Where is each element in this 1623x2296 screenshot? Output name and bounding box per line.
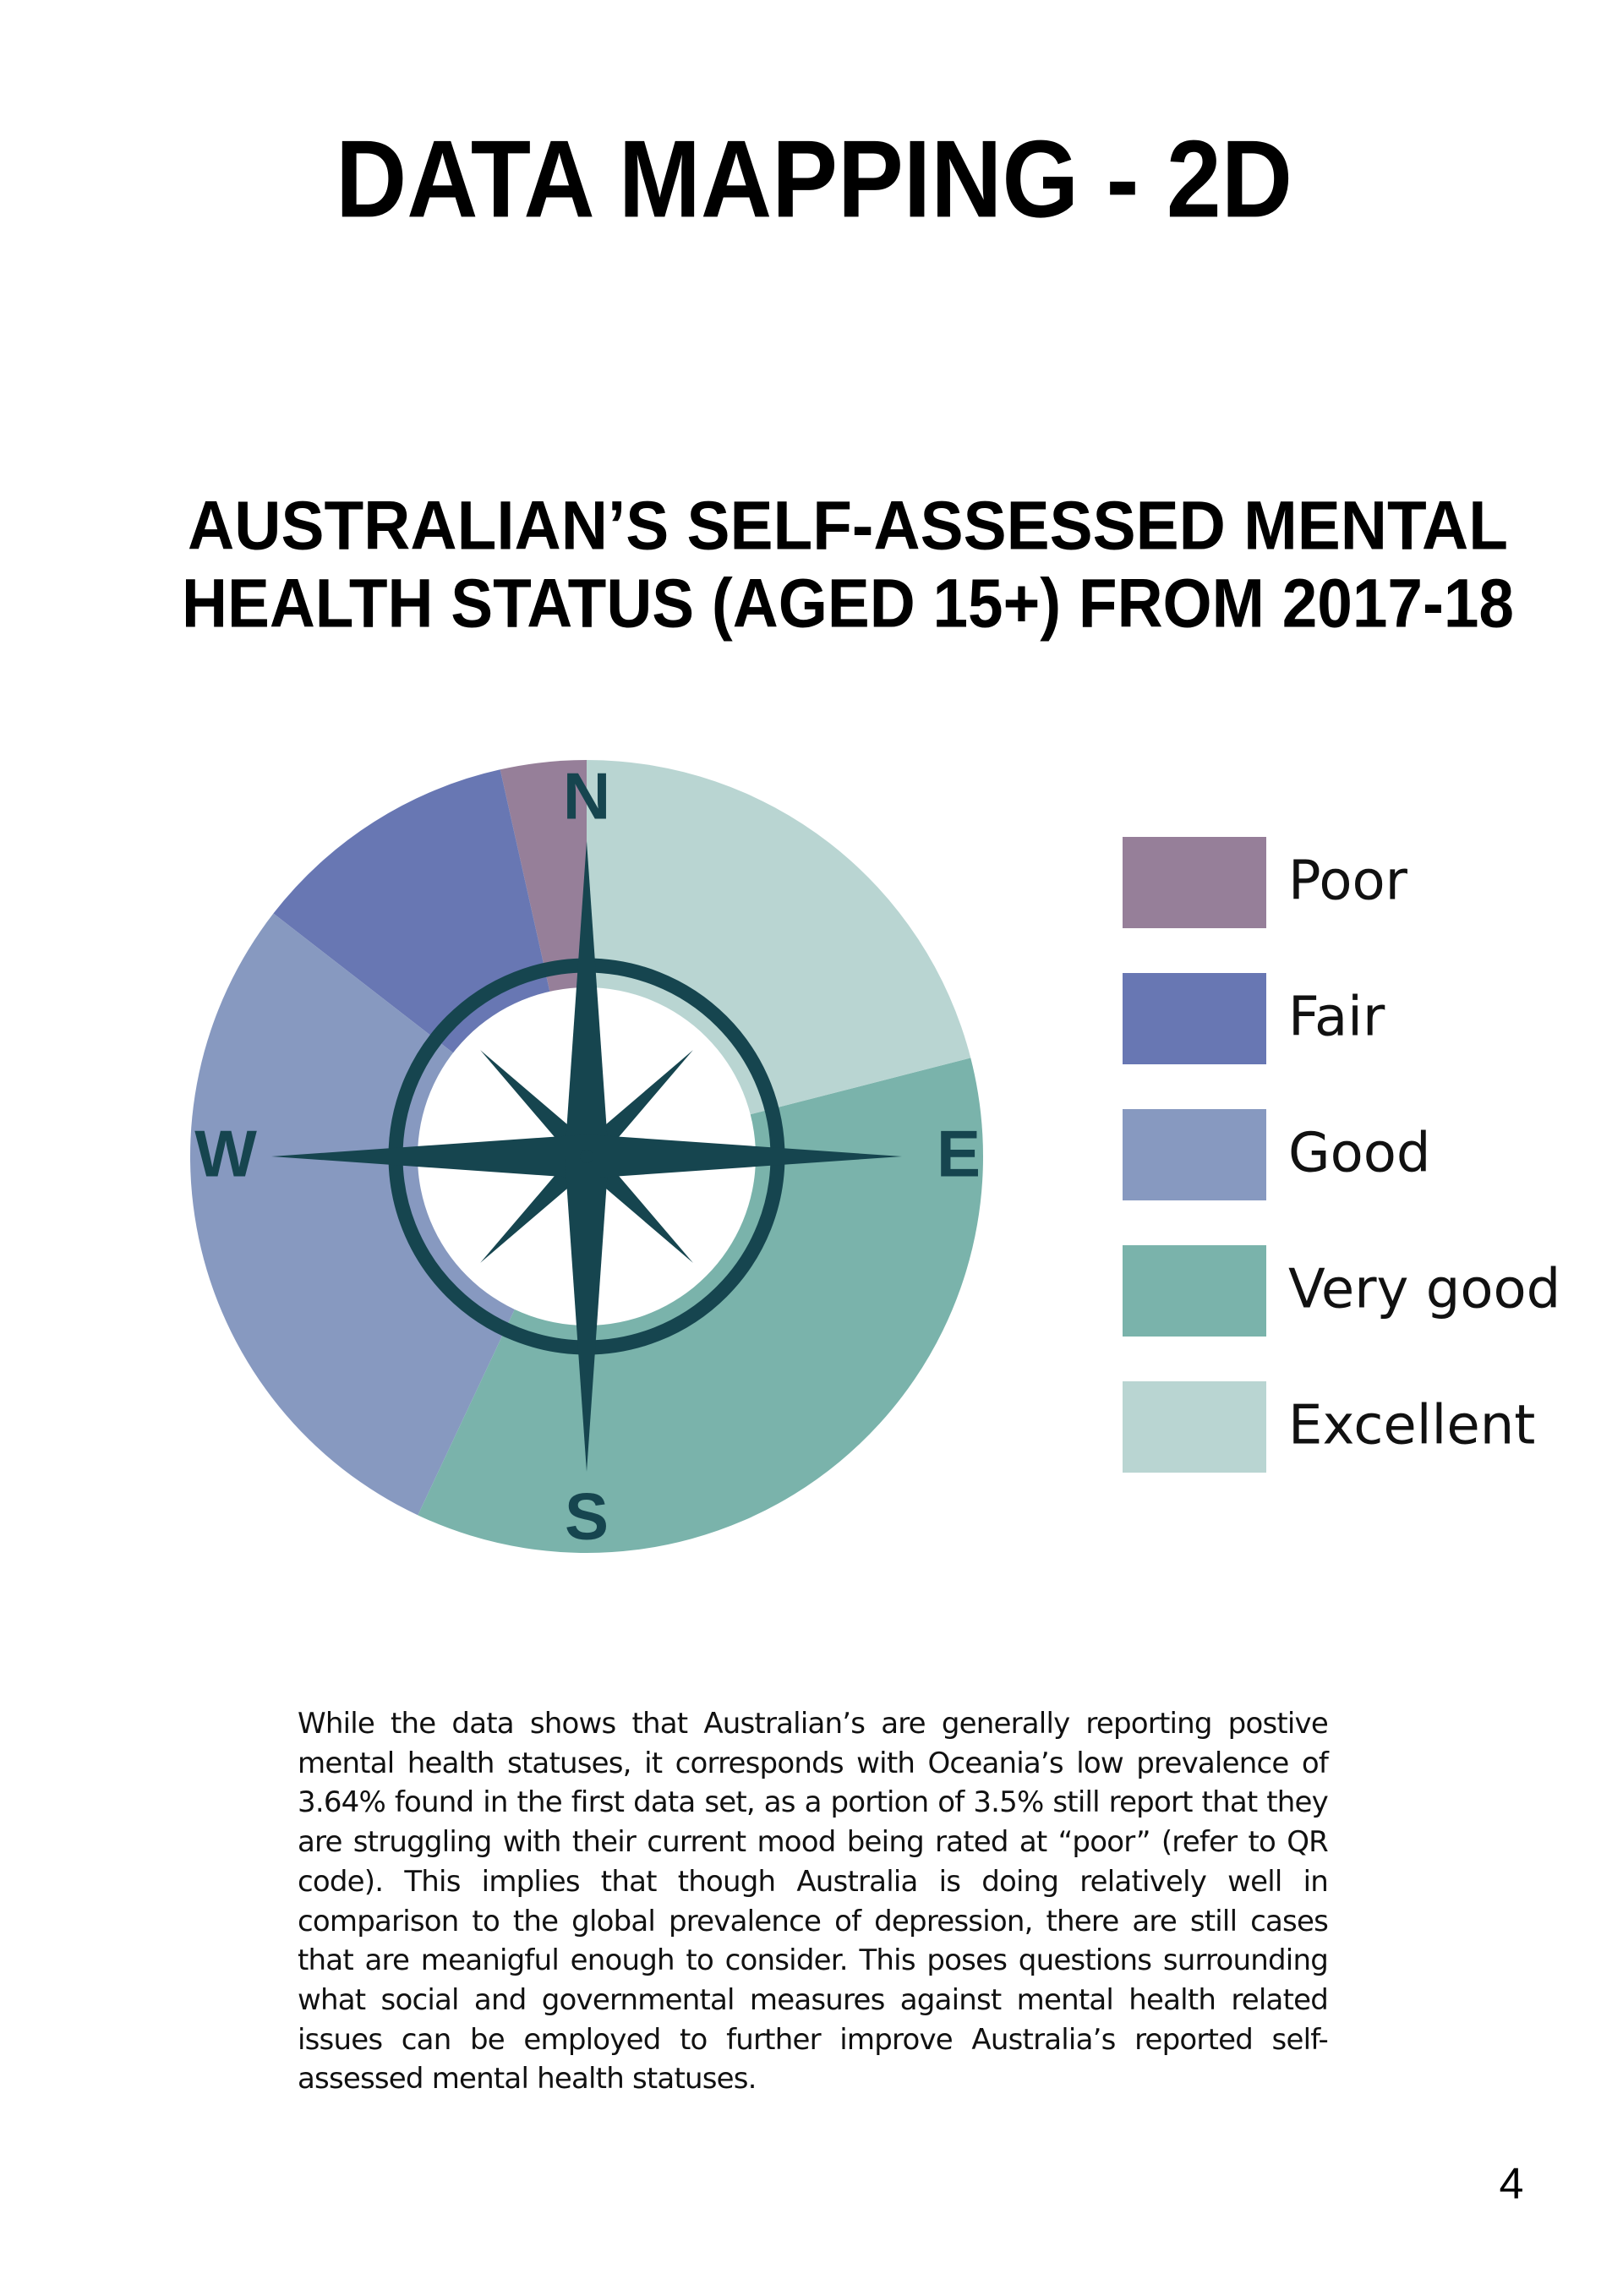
compass-letter: E xyxy=(937,1117,981,1191)
legend-label: Fair xyxy=(1288,987,1385,1049)
chart-title: HEALTH STATUS (AGED 15+) FROM 2017-18 xyxy=(182,566,1514,642)
legend-label: Very good xyxy=(1288,1259,1560,1321)
page-title: DATA MAPPING - 2D xyxy=(336,117,1292,240)
legend-label: Good xyxy=(1288,1123,1431,1185)
compass-ray xyxy=(271,1134,587,1178)
body-paragraph: While the data shows that Australian’s a… xyxy=(298,1707,1329,2096)
legend-swatch xyxy=(1123,973,1266,1064)
compass-ray xyxy=(565,1156,609,1472)
compass-letter: S xyxy=(565,1479,609,1554)
compass-letter: W xyxy=(194,1117,257,1191)
legend-label: Poor xyxy=(1288,850,1408,913)
page-number: 4 xyxy=(1500,2160,1524,2209)
legend-label: Excellent xyxy=(1288,1395,1535,1457)
compass-ray xyxy=(565,841,609,1156)
legend-swatch xyxy=(1123,1381,1266,1473)
chart-title: AUSTRALIAN’S SELF-ASSESSED MENTAL xyxy=(188,488,1508,565)
compass-ray xyxy=(587,1134,902,1178)
legend-swatch xyxy=(1123,1109,1266,1200)
compass-hub xyxy=(580,1150,593,1163)
legend-swatch xyxy=(1123,1245,1266,1337)
legend-swatch xyxy=(1123,837,1266,928)
pie-slice xyxy=(190,913,587,1516)
compass-letter: N xyxy=(563,759,610,834)
